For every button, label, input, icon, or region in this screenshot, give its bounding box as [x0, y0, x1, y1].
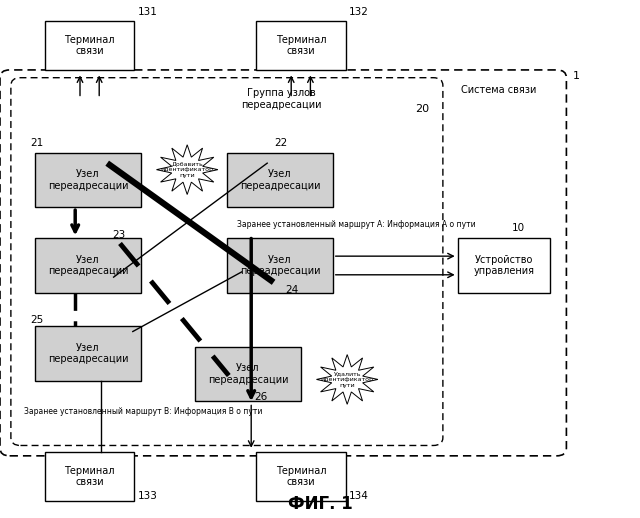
Text: ФИГ. 1: ФИГ. 1 [287, 495, 353, 513]
Text: Заранее установленный маршрут В: Информация В о пути: Заранее установленный маршрут В: Информа… [24, 407, 262, 415]
FancyBboxPatch shape [35, 326, 141, 381]
Text: 1: 1 [573, 71, 580, 81]
Text: Узел
переадресации: Узел переадресации [208, 364, 288, 385]
Text: 21: 21 [31, 138, 44, 148]
FancyBboxPatch shape [227, 238, 333, 293]
FancyBboxPatch shape [256, 452, 346, 501]
Text: Узел
переадресации: Узел переадресации [240, 169, 320, 191]
FancyBboxPatch shape [458, 238, 550, 293]
Text: 23: 23 [112, 230, 125, 240]
Text: 131: 131 [138, 7, 157, 17]
Text: Устройство
управления: Устройство управления [474, 255, 534, 276]
Text: 133: 133 [138, 492, 157, 501]
Text: 132: 132 [349, 7, 369, 17]
Text: Добавить
идентификатор
пути: Добавить идентификатор пути [161, 161, 214, 178]
Polygon shape [156, 145, 218, 195]
Text: 22: 22 [274, 138, 287, 148]
Text: Терминал
связи: Терминал связи [276, 466, 326, 487]
Text: 26: 26 [255, 392, 268, 402]
FancyBboxPatch shape [45, 452, 134, 501]
Polygon shape [317, 354, 378, 404]
FancyBboxPatch shape [256, 21, 346, 70]
Text: 25: 25 [31, 315, 44, 325]
Text: Заранее установленный маршрут А: Информация А о пути: Заранее установленный маршрут А: Информа… [237, 220, 476, 229]
FancyBboxPatch shape [227, 153, 333, 207]
FancyBboxPatch shape [35, 238, 141, 293]
Text: 24: 24 [285, 285, 298, 295]
FancyBboxPatch shape [45, 21, 134, 70]
Text: Система связи: Система связи [461, 85, 536, 95]
Text: Узел
переадресации: Узел переадресации [48, 255, 128, 276]
Text: 134: 134 [349, 492, 369, 501]
FancyBboxPatch shape [195, 347, 301, 401]
Text: Узел
переадресации: Узел переадресации [240, 255, 320, 276]
Text: Удалить
идентификатор
пути: Удалить идентификатор пути [321, 371, 374, 388]
Text: Терминал
связи: Терминал связи [65, 466, 115, 487]
Text: 10: 10 [512, 223, 525, 233]
Text: Терминал
связи: Терминал связи [65, 35, 115, 56]
Text: Группа узлов
переадресации: Группа узлов переадресации [241, 88, 322, 110]
Text: 20: 20 [415, 104, 429, 113]
FancyBboxPatch shape [35, 153, 141, 207]
Text: Терминал
связи: Терминал связи [276, 35, 326, 56]
Text: Узел
переадресации: Узел переадресации [48, 169, 128, 191]
Text: Узел
переадресации: Узел переадресации [48, 343, 128, 364]
